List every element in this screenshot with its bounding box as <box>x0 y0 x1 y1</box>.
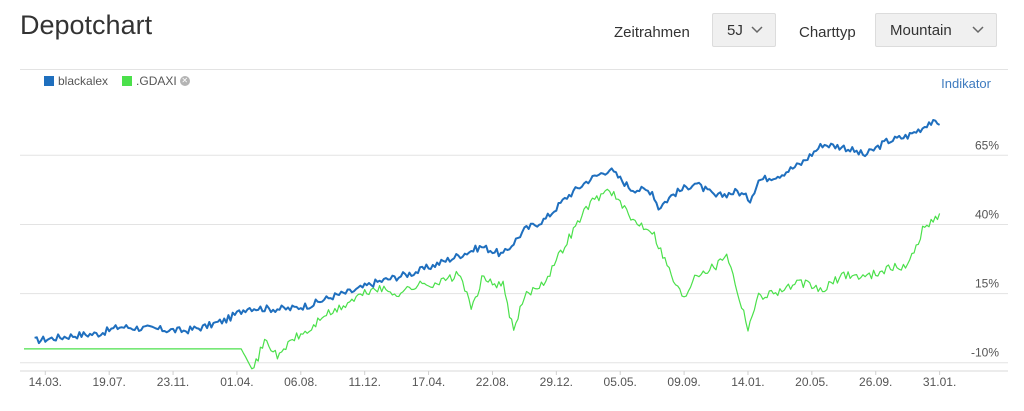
remove-series-icon[interactable]: ✕ <box>179 76 190 86</box>
timeframe-label: Zeitrahmen <box>614 24 690 41</box>
x-tick-label: 01.04. <box>220 375 253 389</box>
y-tick-label: 15% <box>975 277 999 291</box>
x-tick-label: 05.05. <box>604 375 637 389</box>
y-tick-label: -10% <box>971 346 999 360</box>
x-tick-label: 06.08. <box>284 375 317 389</box>
x-tick-label: 22.08. <box>476 375 509 389</box>
indicator-link[interactable]: Indikator <box>941 76 991 91</box>
chevron-down-icon <box>972 26 984 34</box>
charttype-select[interactable]: Mountain <box>875 13 997 47</box>
header-divider <box>20 69 1008 70</box>
legend-swatch-gdaxi <box>122 76 133 86</box>
x-tick-label: 19.07. <box>92 375 125 389</box>
x-tick-label: 11.12. <box>348 375 380 389</box>
charttype-label: Charttyp <box>799 24 856 41</box>
y-tick-label: 40% <box>975 207 999 221</box>
legend-item-gdaxi[interactable]: .GDAXI ✕ <box>122 74 190 88</box>
x-tick-label: 09.09. <box>667 375 700 389</box>
chevron-down-icon <box>751 26 763 34</box>
timeframe-select[interactable]: 5J <box>712 13 776 47</box>
legend-label-blackalex: blackalex <box>58 74 109 88</box>
x-tick-label: 23.11. <box>157 375 189 389</box>
legend-swatch-blackalex <box>44 76 54 86</box>
series-line-gdaxi <box>24 188 941 370</box>
x-tick-label: 14.01. <box>731 375 764 389</box>
legend-label-gdaxi: .GDAXI <box>136 74 177 88</box>
series-line-blackalex <box>34 119 941 345</box>
x-tick-label: 26.09. <box>859 375 892 389</box>
chart-legend: blackalex .GDAXI ✕ <box>44 74 204 88</box>
x-tick-label: 20.05. <box>795 375 828 389</box>
x-tick-label: 17.04. <box>412 375 445 389</box>
timeframe-value: 5J <box>727 21 743 39</box>
y-tick-label: 65% <box>975 138 999 152</box>
indicator-label: Indikator <box>941 76 991 91</box>
charttype-value: Mountain <box>890 21 952 39</box>
x-tick-label: 29.12. <box>540 375 573 389</box>
legend-item-blackalex[interactable]: blackalex <box>44 74 108 88</box>
x-tick-label: 31.01. <box>923 375 956 389</box>
x-tick-label: 14.03. <box>29 375 62 389</box>
page-title: Depotchart <box>20 10 153 40</box>
